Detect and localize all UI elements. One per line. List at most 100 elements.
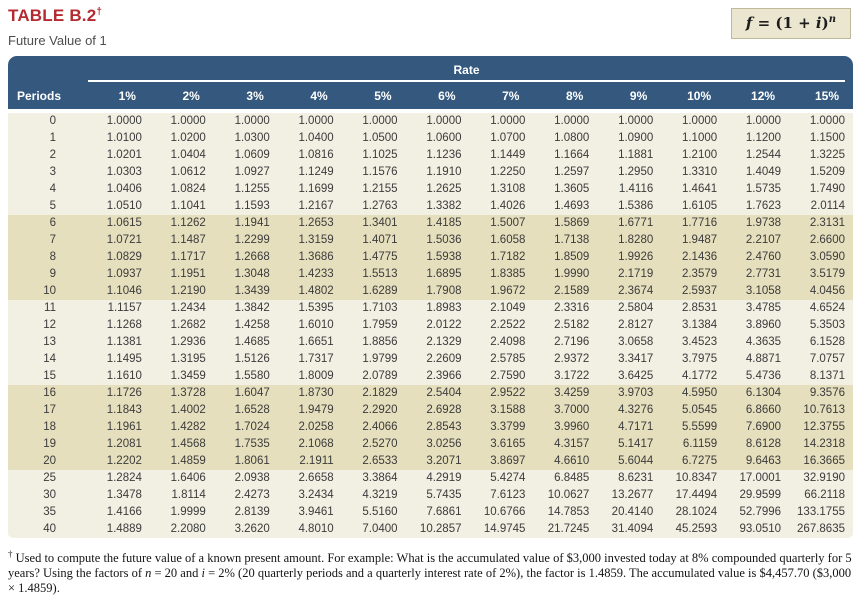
factor-cell: 1.9479 (298, 404, 334, 416)
factor-cell: 1.7908 (426, 285, 462, 297)
factor-cell: 14.2318 (803, 438, 845, 450)
factor-cell: 10.8347 (675, 472, 718, 484)
factor-cell: 1.0000 (681, 115, 718, 127)
factor-cell: 1.0615 (106, 217, 142, 229)
factor-cell: 1.1268 (106, 319, 142, 331)
factor-cell: 8.6128 (745, 438, 782, 450)
factor-cell: 2.5404 (426, 387, 462, 399)
factor-cell: 1.7024 (234, 421, 270, 433)
factor-cell: 1.2299 (234, 234, 270, 246)
factor-cell: 2.0789 (362, 370, 398, 382)
period-cell: 15 (43, 370, 56, 382)
factor-cell: 2.8139 (234, 506, 270, 518)
period-cell: 2 (49, 149, 56, 161)
factor-cell: 4.3635 (745, 336, 782, 348)
period-cell: 16 (43, 387, 56, 399)
factor-cell: 1.1025 (362, 149, 398, 161)
factor-cell: 1.6895 (426, 268, 462, 280)
factor-cell: 31.4094 (611, 523, 654, 535)
factor-cell: 1.0201 (106, 149, 142, 161)
footnote-dagger: † (8, 549, 13, 559)
factor-cell: 2.4098 (490, 336, 526, 348)
formula-close: ) (821, 14, 829, 32)
factor-cell: 1.7103 (362, 302, 398, 314)
factor-cell: 1.4889 (106, 523, 142, 535)
formula-i: i (815, 14, 822, 32)
factor-cell: 1.2668 (234, 251, 270, 263)
factor-cell: 1.1041 (170, 200, 206, 212)
footnote-n-variable: n (145, 566, 152, 581)
factor-cell: 3.0256 (426, 438, 462, 450)
factor-cell: 1.1000 (681, 132, 718, 144)
factor-cell: 10.0627 (547, 489, 590, 501)
factor-cell: 17.4494 (675, 489, 718, 501)
factor-cell: 1.0700 (490, 132, 526, 144)
factor-cell: 1.2950 (618, 166, 654, 178)
formula-f: f (745, 14, 753, 32)
rate-column-header: 3% (246, 88, 264, 103)
table-row: 0 1.0000 1.0000 1.0000 1.0000 1.0000 1.0000 1.0… (8, 113, 853, 130)
factor-cell: 2.2107 (745, 234, 782, 246)
factor-cell: 4.5950 (681, 387, 718, 399)
factor-cell: 1.0200 (170, 132, 206, 144)
factor-cell: 1.9672 (490, 285, 526, 297)
table-row: 40 1.4889 2.2080 3.2620 4.8010 7.0400 10.2857 1… (8, 521, 853, 538)
factor-cell: 4.7171 (618, 421, 654, 433)
factor-cell: 1.1951 (170, 268, 206, 280)
factor-cell: 3.3799 (490, 421, 526, 433)
factor-cell: 3.6425 (618, 370, 654, 382)
factor-cell: 3.3417 (618, 353, 654, 365)
factor-cell: 3.4523 (681, 336, 718, 348)
factor-cell: 1.3310 (681, 166, 718, 178)
factor-cell: 1.0303 (106, 166, 142, 178)
factor-cell: 1.1381 (106, 336, 142, 348)
factor-cell: 1.0000 (234, 115, 270, 127)
factor-cell: 5.3503 (809, 319, 845, 331)
factor-cell: 2.9372 (554, 353, 590, 365)
factor-cell: 2.7196 (554, 336, 590, 348)
factor-cell: 3.7000 (554, 404, 590, 416)
period-cell: 19 (43, 438, 56, 450)
factor-cell: 10.7613 (803, 404, 845, 416)
factor-cell: 2.5182 (554, 319, 590, 331)
factor-cell: 6.8485 (554, 472, 590, 484)
factor-cell: 1.3459 (170, 370, 206, 382)
factor-cell: 3.6165 (490, 438, 526, 450)
factor-cell: 1.6010 (298, 319, 334, 331)
factor-cell: 8.6231 (618, 472, 654, 484)
factor-cell: 1.2936 (170, 336, 206, 348)
factor-cell: 1.3195 (170, 353, 206, 365)
period-cell: 40 (43, 523, 56, 535)
table-row: 6 1.0615 1.1262 1.1941 1.2653 1.3401 1.4185 1.5… (8, 215, 853, 232)
factor-cell: 1.9926 (618, 251, 654, 263)
factor-cell: 2.2609 (426, 353, 462, 365)
title-text: TABLE B.2 (8, 6, 97, 25)
column-header-row: Periods 1% 2% 3% 4% 5% 6% 7% 8% 9% 10% 12% 15% (8, 82, 853, 109)
factor-cell: 1.4641 (681, 183, 718, 195)
factor-cell: 3.0658 (618, 336, 654, 348)
factor-cell: 1.6651 (298, 336, 334, 348)
factor-cell: 1.9990 (554, 268, 590, 280)
factor-cell: 10.2857 (419, 523, 462, 535)
period-cell: 5 (49, 200, 56, 212)
factor-cell: 1.1157 (107, 302, 142, 314)
factor-cell: 1.8009 (298, 370, 334, 382)
factor-cell: 1.1576 (362, 166, 398, 178)
factor-cell: 4.3157 (554, 438, 590, 450)
factor-cell: 2.5804 (618, 302, 654, 314)
factor-cell: 2.1911 (299, 455, 334, 467)
factor-cell: 7.6861 (426, 506, 462, 518)
period-cell: 35 (43, 506, 56, 518)
factor-cell: 1.0927 (234, 166, 270, 178)
factor-cell: 3.7975 (681, 353, 718, 365)
factor-cell: 1.0000 (362, 115, 398, 127)
factor-cell: 9.6463 (745, 455, 782, 467)
factor-cell: 3.4259 (554, 387, 590, 399)
factor-cell: 1.5513 (362, 268, 398, 280)
factor-cell: 1.0000 (426, 115, 462, 127)
factor-cell: 1.4802 (298, 285, 334, 297)
table-row: 15 1.1610 1.3459 1.5580 1.8009 2.0789 2.3966 2.… (8, 368, 853, 385)
table-row: 16 1.1726 1.3728 1.6047 1.8730 2.1829 2.5404 2.… (8, 385, 853, 402)
factor-cell: 13.2677 (611, 489, 654, 501)
factor-cell: 1.3225 (809, 149, 845, 161)
